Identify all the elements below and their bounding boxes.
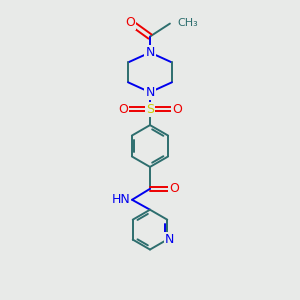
Text: N: N [145, 46, 155, 59]
Text: HN: HN [111, 193, 130, 206]
Text: N: N [164, 233, 174, 246]
Text: CH₃: CH₃ [177, 18, 198, 28]
Text: O: O [118, 103, 128, 116]
Text: N: N [145, 86, 155, 99]
Text: O: O [169, 182, 179, 195]
Text: O: O [172, 103, 182, 116]
Text: O: O [125, 16, 135, 29]
Text: S: S [146, 103, 154, 116]
